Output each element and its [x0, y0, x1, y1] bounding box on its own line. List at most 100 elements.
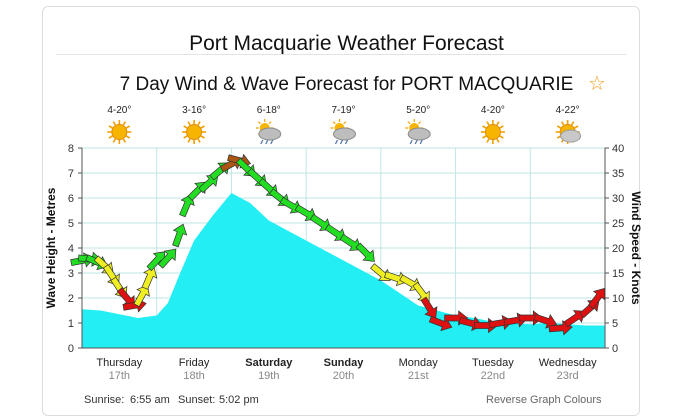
temperature-label: 6-18°: [257, 105, 281, 116]
wind-arrow-shape: [324, 223, 347, 241]
cloud-shape: [560, 129, 582, 143]
sun-ray: [556, 125, 562, 129]
wind-arrow-shape: [588, 287, 606, 310]
wind-arrow-shape: [355, 242, 375, 262]
temperature-label: 4-22°: [556, 105, 580, 116]
wind-arrow-shape: [309, 213, 332, 231]
cloud-shape: [407, 127, 431, 141]
wind-arrow-shape: [157, 248, 177, 269]
wind-arrow: [133, 284, 150, 308]
sun-ray: [556, 135, 562, 139]
sun-ray: [183, 135, 188, 139]
date-label: 23rd: [557, 370, 579, 382]
y-tick-label-right: 5: [612, 318, 618, 330]
day-label: Tuesday: [472, 357, 514, 369]
sun-ray: [200, 135, 205, 139]
wind-arrow: [157, 248, 177, 269]
sun-ray: [112, 121, 117, 126]
y-tick-label-left: 6: [68, 193, 74, 205]
sun-ray: [332, 121, 336, 125]
wind-arrow: [355, 242, 375, 262]
rain-drop: [414, 139, 418, 145]
sun-ray: [499, 125, 504, 129]
wind-arrow: [324, 223, 347, 241]
y-tick-label-left: 5: [68, 218, 74, 230]
cloud-rain-icon: [330, 119, 356, 145]
sun-ray: [486, 121, 490, 126]
sunrise-time: 6:55 am: [130, 394, 170, 406]
sunset-label: Sunset:: [178, 394, 216, 406]
wind-arrow-shape: [339, 233, 362, 251]
sun-ray: [125, 125, 131, 129]
sun-cloud-icon: [555, 120, 582, 144]
sunset-time: 5:02 pm: [219, 394, 259, 406]
sun-ray: [343, 121, 347, 125]
rain-drop: [344, 139, 349, 145]
wind-arrow: [588, 287, 606, 310]
forecast-title: 7 Day Wind & Wave Forecast for PORT MACQ…: [119, 74, 574, 95]
sun-ray: [187, 121, 191, 126]
temperature-label: 7-19°: [331, 105, 355, 116]
star-outline-icon[interactable]: ☆: [588, 73, 606, 95]
title-divider: [56, 54, 626, 55]
sun-ray: [122, 138, 127, 143]
sun-ray: [496, 121, 500, 126]
rain-drop: [409, 139, 413, 145]
sun-ray: [499, 135, 504, 139]
rain-drop: [419, 139, 423, 145]
y-tick-label-left: 8: [68, 143, 74, 155]
sun-ray: [183, 125, 188, 129]
rain-drop: [260, 139, 264, 145]
wind-arrow-shape: [172, 223, 188, 248]
sun-ray: [570, 121, 575, 126]
cloud-shape: [333, 127, 356, 141]
temperature-label: 4-20°: [107, 105, 131, 116]
reverse-graph-colours-link[interactable]: Reverse Graph Colours: [486, 394, 602, 406]
y-tick-label-left: 2: [68, 293, 74, 305]
cloud-rain-icon: [255, 119, 282, 145]
temperature-label: 4-20°: [481, 105, 505, 116]
sunrise-label: Sunrise:: [84, 394, 125, 406]
sun-icon: [107, 120, 132, 144]
y-tick-label-left: 4: [68, 243, 74, 255]
temperature-label: 3-16°: [182, 105, 206, 116]
sun-ray: [482, 135, 487, 139]
sun-ray: [197, 121, 201, 126]
sun-ray: [418, 121, 422, 125]
sun-icon: [182, 120, 207, 144]
sun-ray: [482, 125, 487, 129]
day-label: Wednesday: [539, 357, 597, 369]
sun-ray: [112, 138, 117, 143]
day-label: Thursday: [96, 357, 142, 369]
sun-ray: [496, 138, 500, 143]
sun-ray: [200, 125, 205, 129]
y-tick-label-right: 10: [612, 293, 624, 305]
rain-drop: [265, 139, 269, 145]
y-tick-label-left: 0: [68, 343, 74, 355]
y-tick-label-right: 25: [612, 218, 624, 230]
sun-ray: [407, 121, 411, 125]
rain-drop: [270, 139, 274, 145]
wind-arrow: [420, 296, 438, 319]
sun-ray: [197, 138, 201, 143]
wind-arrow: [172, 223, 188, 248]
sun-disc: [484, 124, 501, 140]
sun-ray: [108, 135, 113, 139]
y-tick-label-right: 30: [612, 193, 624, 205]
date-label: 17th: [109, 370, 130, 382]
sun-ray: [108, 125, 113, 129]
sun-ray: [560, 121, 565, 126]
sun-disc: [186, 124, 203, 140]
y-tick-label-right: 15: [612, 268, 624, 280]
wind-arrow: [141, 266, 158, 290]
date-label: 18th: [183, 370, 204, 382]
rain-drop: [334, 139, 339, 145]
y-tick-label-right: 40: [612, 143, 624, 155]
y-tick-label-left: 1: [68, 318, 74, 330]
cloud-rain-icon: [405, 119, 431, 145]
page-title: Port Macquarie Weather Forecast: [189, 32, 504, 55]
y-tick-label-right: 0: [612, 343, 618, 355]
day-label: Saturday: [245, 357, 293, 369]
y-tick-label-right: 35: [612, 168, 624, 180]
